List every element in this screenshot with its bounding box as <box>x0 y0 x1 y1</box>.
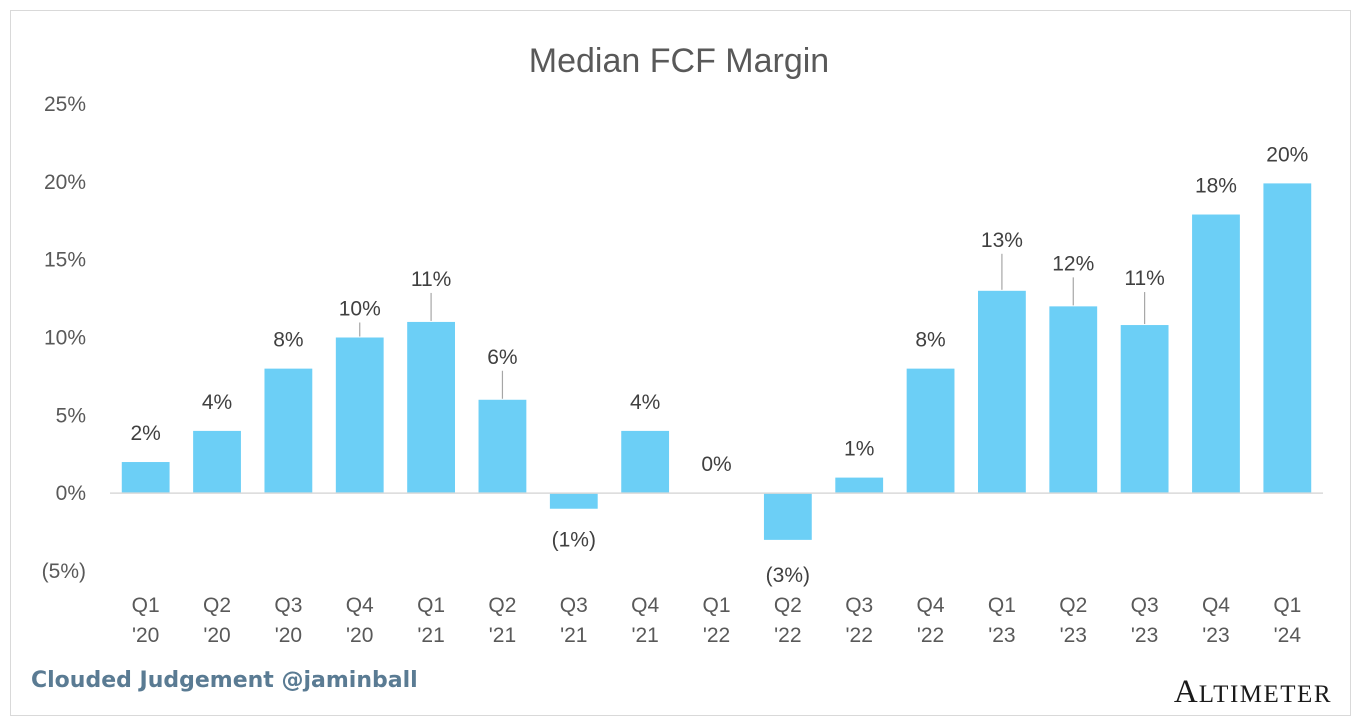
x-tick-label: Q1 <box>132 594 160 617</box>
x-tick-label: Q4 <box>346 594 374 617</box>
altimeter-logo: ALTIMETER <box>1173 674 1332 710</box>
x-tick-label: '20 <box>203 624 230 647</box>
data-label: 13% <box>981 229 1023 252</box>
x-tick-label: Q4 <box>1202 594 1230 617</box>
x-tick-label: Q2 <box>203 594 231 617</box>
bar <box>407 321 455 494</box>
bars <box>121 183 1312 540</box>
x-tick-label: '23 <box>1060 624 1087 647</box>
x-tick-label: '24 <box>1274 624 1302 647</box>
x-tick-label: '23 <box>1131 624 1158 647</box>
data-label: 18% <box>1195 175 1237 198</box>
data-label: 4% <box>630 391 660 414</box>
y-tick-label: (5%) <box>42 560 86 583</box>
data-label: 11% <box>1124 267 1164 290</box>
label-leader-lines <box>359 253 1146 399</box>
data-label: (3%) <box>766 564 810 587</box>
bar <box>478 399 527 494</box>
x-tick-label: Q3 <box>274 594 302 617</box>
data-label: 20% <box>1266 143 1308 166</box>
x-tick-label: '20 <box>275 624 302 647</box>
bar <box>1192 214 1240 494</box>
bar <box>835 477 884 494</box>
bar <box>121 462 170 494</box>
x-tick-label: '21 <box>631 624 658 647</box>
data-label: 1% <box>844 438 874 461</box>
x-tick-label: '20 <box>132 624 159 647</box>
bar <box>906 368 955 494</box>
bar <box>978 290 1026 494</box>
bar <box>1049 306 1098 494</box>
x-tick-label: Q4 <box>631 594 659 617</box>
x-tick-label: '22 <box>846 624 873 647</box>
x-tick-label: Q2 <box>1059 594 1087 617</box>
bar <box>549 493 598 509</box>
data-label: 8% <box>915 329 945 352</box>
x-tick-label: Q3 <box>560 594 588 617</box>
bar <box>1263 183 1312 494</box>
y-tick-label: 25% <box>44 93 86 116</box>
data-label: 4% <box>202 391 232 414</box>
x-tick-label: '22 <box>917 624 944 647</box>
x-axis-ticks: Q1 '20 Q2 '20 Q3 '20 Q4 '20 Q1 '21 Q2 '21 Q3 '21 Q4 '21… <box>132 594 1302 647</box>
x-tick-label: Q1 <box>1273 594 1301 617</box>
data-label: 6% <box>487 346 517 369</box>
x-tick-label: '21 <box>417 624 444 647</box>
x-tick-label: Q1 <box>988 594 1016 617</box>
x-tick-label: Q2 <box>774 594 802 617</box>
bar <box>264 368 313 494</box>
x-tick-label: '21 <box>560 624 587 647</box>
bar <box>335 337 384 494</box>
data-label: (1%) <box>552 529 596 552</box>
data-label: 8% <box>273 329 303 352</box>
y-tick-label: 15% <box>44 249 86 272</box>
data-label: 10% <box>339 298 381 321</box>
y-tick-label: 10% <box>44 327 86 350</box>
x-tick-label: '20 <box>346 624 373 647</box>
data-label: 11% <box>411 268 451 291</box>
data-labels: 2% 4% 8% 10% 11% 6% (1%) 4% 0% (3%) 1% 8% 13% 12% 11% 1… <box>130 143 1308 586</box>
chart-title: Median FCF Margin <box>529 42 829 80</box>
x-tick-label: Q4 <box>917 594 945 617</box>
y-axis-ticks: 25% 20% 15% 10% 5% 0% (5%) <box>42 93 86 583</box>
y-tick-label: 0% <box>56 482 86 505</box>
data-label: 12% <box>1052 252 1094 275</box>
y-tick-label: 5% <box>56 404 86 427</box>
credit-text: Clouded Judgement @jaminball <box>31 668 418 693</box>
x-tick-label: '22 <box>703 624 730 647</box>
x-tick-label: Q3 <box>845 594 873 617</box>
x-tick-label: Q3 <box>1131 594 1159 617</box>
bar <box>621 430 670 494</box>
data-label: 0% <box>701 453 731 476</box>
x-tick-label: '21 <box>489 624 516 647</box>
x-tick-label: '23 <box>988 624 1015 647</box>
bar <box>763 493 812 540</box>
x-tick-label: '23 <box>1202 624 1229 647</box>
x-tick-label: Q2 <box>488 594 516 617</box>
bar <box>193 430 241 494</box>
bar <box>1120 325 1169 494</box>
x-tick-label: '22 <box>774 624 801 647</box>
x-tick-label: Q1 <box>702 594 730 617</box>
data-label: 2% <box>130 422 160 445</box>
y-tick-label: 20% <box>44 171 86 194</box>
x-tick-label: Q1 <box>417 594 445 617</box>
